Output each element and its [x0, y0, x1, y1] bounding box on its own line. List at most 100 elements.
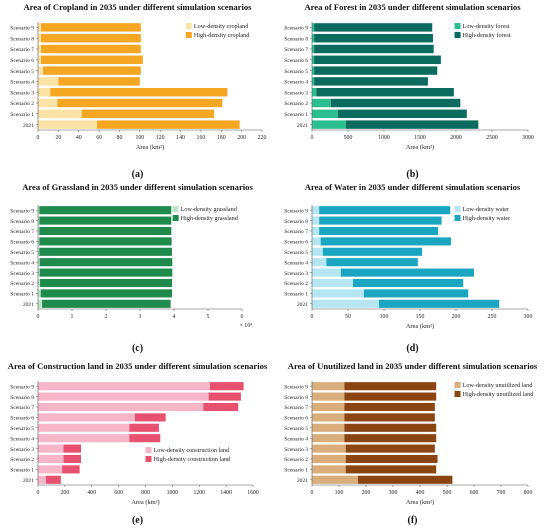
legend-swatch-1 [145, 456, 152, 462]
legend-label-0: Low-density forest [463, 23, 510, 30]
panel-label: (b) [406, 169, 418, 180]
legend-label-0: Low-density water [463, 206, 510, 213]
legend-label-1: High-density construction land [154, 456, 232, 463]
x-tick-label: 140 [176, 135, 185, 141]
category-label: Scenario 5 [10, 250, 34, 256]
category-label: Scenario 1 [10, 292, 34, 298]
category-label: Scenario 9 [284, 384, 308, 390]
category-label: Scenario 7 [10, 405, 34, 411]
x-tick-label: 160 [197, 135, 206, 141]
legend-label-0: Low-density grassland [181, 206, 238, 213]
bar-low-8 [312, 33, 315, 43]
bar-high-6 [320, 237, 451, 246]
bar-high-8 [344, 392, 437, 401]
bar-low-2 [312, 454, 346, 464]
legend-swatch-1 [454, 32, 461, 38]
x-tick-label: 1 [71, 314, 74, 320]
bar-high-5 [43, 66, 141, 75]
bar-low-0 [38, 475, 47, 484]
chart-title: Area of Water in 2035 under different si… [305, 182, 521, 192]
x-tick-label: 200 [452, 314, 461, 320]
x-tick-label: 400 [87, 490, 96, 496]
bar-low-1 [38, 289, 41, 298]
category-label: Scenario 5 [284, 250, 308, 256]
x-tick-label: 300 [524, 314, 533, 320]
x-tick-label: 0 [37, 135, 40, 141]
category-label: 2021 [23, 478, 34, 484]
bar-low-4 [38, 258, 40, 267]
bar-high-5 [129, 423, 159, 432]
bar-high-1 [62, 465, 80, 474]
bar-high-4 [58, 77, 140, 86]
bar-high-3 [345, 444, 435, 453]
category-label: Scenario 6 [10, 416, 34, 422]
bar-low-1 [312, 109, 338, 119]
bar-low-8 [38, 392, 209, 401]
bar-high-0 [46, 475, 61, 484]
category-label: Scenario 8 [10, 36, 34, 42]
x-tick-label: 40 [76, 135, 82, 141]
bar-low-6 [312, 413, 345, 422]
category-label: Scenario 9 [10, 26, 34, 32]
category-label: Scenario 5 [284, 69, 308, 75]
category-label: Scenario 5 [10, 426, 34, 432]
category-label: Scenario 3 [10, 447, 34, 453]
bar-low-0 [38, 299, 43, 308]
category-label: Scenario 8 [284, 36, 308, 42]
x-tick-label: 0 [37, 314, 40, 320]
x-tick-label: 2000 [450, 135, 462, 141]
x-tick-label: 500 [344, 135, 353, 141]
bar-low-6 [312, 55, 315, 65]
chart-panel-1: Area of Cropland in 2035 under different… [10, 2, 266, 180]
bar-high-0 [378, 299, 500, 308]
bar-low-5 [38, 66, 44, 75]
bar-high-2 [57, 98, 223, 108]
category-label: Scenario 1 [10, 468, 34, 474]
category-label: 2021 [297, 123, 308, 129]
legend-swatch-1 [172, 215, 179, 221]
bar-high-8 [319, 216, 442, 225]
category-label: Scenario 3 [284, 271, 308, 277]
bar-low-6 [38, 237, 40, 246]
bar-high-4 [326, 258, 418, 267]
category-label: Scenario 4 [10, 260, 34, 266]
category-label: Scenario 5 [284, 426, 308, 432]
legend-swatch-0 [454, 23, 461, 29]
bar-high-6 [314, 55, 441, 65]
bar-low-5 [312, 66, 315, 75]
category-label: Scenario 4 [284, 80, 308, 86]
category-label: Scenario 4 [10, 80, 34, 86]
bar-high-0 [42, 299, 171, 308]
bar-low-3 [312, 444, 346, 453]
bar-high-1 [363, 289, 469, 298]
category-label: Scenario 2 [284, 457, 308, 463]
legend-label-1: High-density cropland [194, 32, 250, 39]
x-axis-multiplier: × 10⁴ [240, 323, 253, 329]
bar-high-3 [316, 87, 454, 97]
category-label: Scenario 7 [284, 47, 308, 53]
x-tick-label: 100 [135, 135, 144, 141]
bar-low-4 [38, 434, 130, 443]
x-axis-label: Area (km²) [406, 144, 434, 151]
bar-low-7 [312, 402, 345, 412]
category-label: Scenario 3 [284, 90, 308, 96]
bar-high-8 [314, 33, 433, 43]
x-tick-label: 800 [141, 490, 150, 496]
category-label: Scenario 6 [284, 240, 308, 246]
category-label: Scenario 2 [10, 281, 34, 287]
legend-label-0: Low-density cropland [194, 23, 249, 30]
bar-high-3 [50, 87, 228, 97]
bar-low-2 [38, 278, 41, 288]
x-tick-label: 5 [207, 314, 210, 320]
category-label: Scenario 8 [284, 219, 308, 225]
bar-low-6 [38, 413, 135, 422]
bar-low-2 [312, 278, 354, 288]
bar-low-3 [38, 268, 40, 277]
bar-high-7 [319, 226, 438, 236]
category-label: Scenario 5 [10, 69, 34, 75]
x-tick-label: 150 [416, 314, 425, 320]
bar-low-6 [38, 55, 42, 65]
legend-label-0: Low-density construction land [154, 447, 231, 454]
category-label: Scenario 8 [284, 395, 308, 401]
x-tick-label: 250 [488, 314, 497, 320]
